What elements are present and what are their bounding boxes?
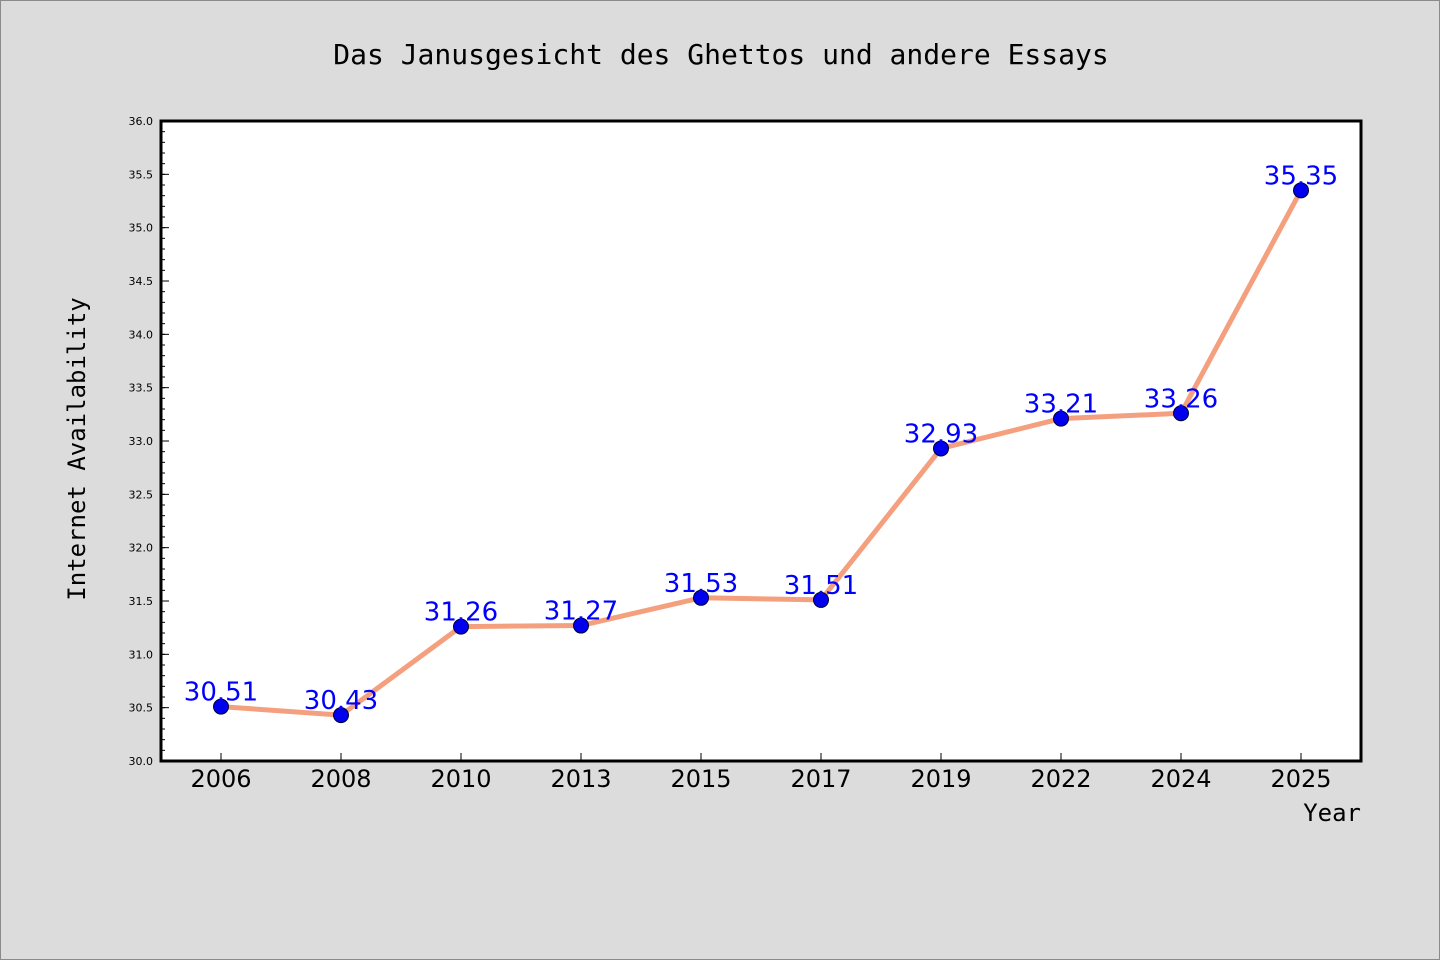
y-tick-label: 32.5 xyxy=(129,488,154,501)
data-label: 31.51 xyxy=(784,571,858,601)
x-tick-label: 2019 xyxy=(910,765,971,793)
data-point xyxy=(1293,182,1309,199)
y-tick-label: 33.0 xyxy=(129,435,154,448)
data-point xyxy=(1173,405,1189,422)
plot-area xyxy=(159,119,1363,763)
x-tick-label: 2024 xyxy=(1150,765,1211,793)
data-label: 31.27 xyxy=(544,597,618,627)
x-tick-label: 2025 xyxy=(1270,765,1331,793)
y-tick-label: 34.0 xyxy=(129,328,154,341)
y-tick-label: 31.0 xyxy=(129,648,154,661)
series-line xyxy=(220,189,1304,718)
y-tick-label: 30.0 xyxy=(129,755,154,768)
data-label: 33.26 xyxy=(1144,384,1218,414)
data-labels: 30.51 30.43 31.26 31.27 31.53 31.51 32.93 33.21… xyxy=(184,161,1338,716)
x-tick-label: 2022 xyxy=(1030,765,1091,793)
data-label: 35.35 xyxy=(1264,161,1338,191)
x-axis-label: Year xyxy=(1303,799,1361,827)
data-label: 31.53 xyxy=(664,569,738,599)
y-tick-label: 36.0 xyxy=(129,115,154,128)
data-point xyxy=(333,707,349,724)
data-point xyxy=(573,617,589,634)
x-tick-label: 2013 xyxy=(550,765,611,793)
y-tick-label: 35.5 xyxy=(129,168,154,181)
data-label: 30.51 xyxy=(184,678,258,708)
y-tick-label: 30.5 xyxy=(129,702,154,715)
y-axis: 30.0 30.5 31.0 31.5 32.0 32.5 33.0 33.5 34.0 34.5… xyxy=(129,115,169,768)
x-tick-label: 2006 xyxy=(190,765,251,793)
y-tick-label: 33.5 xyxy=(129,382,154,395)
x-tick-label: 2010 xyxy=(430,765,491,793)
chart-title: Das Janusgesicht des Ghettos und andere … xyxy=(333,38,1108,71)
y-tick-label: 31.5 xyxy=(129,595,154,608)
data-point xyxy=(933,440,949,457)
data-label: 33.21 xyxy=(1024,390,1098,420)
y-tick-label: 34.5 xyxy=(129,275,154,288)
data-point xyxy=(813,591,829,608)
data-label: 31.26 xyxy=(424,598,498,628)
x-axis: 2006 2008 2010 2013 2015 2017 2019 2022 2024 2025 xyxy=(190,753,1332,793)
data-point xyxy=(1053,410,1069,427)
series-markers xyxy=(213,182,1309,724)
data-point xyxy=(213,698,229,715)
y-tick-label: 32.0 xyxy=(129,542,154,555)
data-point xyxy=(693,589,709,606)
data-label: 32.93 xyxy=(904,419,978,449)
y-tick-label: 35.0 xyxy=(129,222,154,235)
x-tick-label: 2015 xyxy=(670,765,731,793)
data-label: 30.43 xyxy=(304,686,378,716)
x-tick-label: 2017 xyxy=(790,765,851,793)
data-point xyxy=(453,618,469,635)
y-axis-label: Internet Availability xyxy=(63,297,91,600)
x-tick-label: 2008 xyxy=(310,765,371,793)
